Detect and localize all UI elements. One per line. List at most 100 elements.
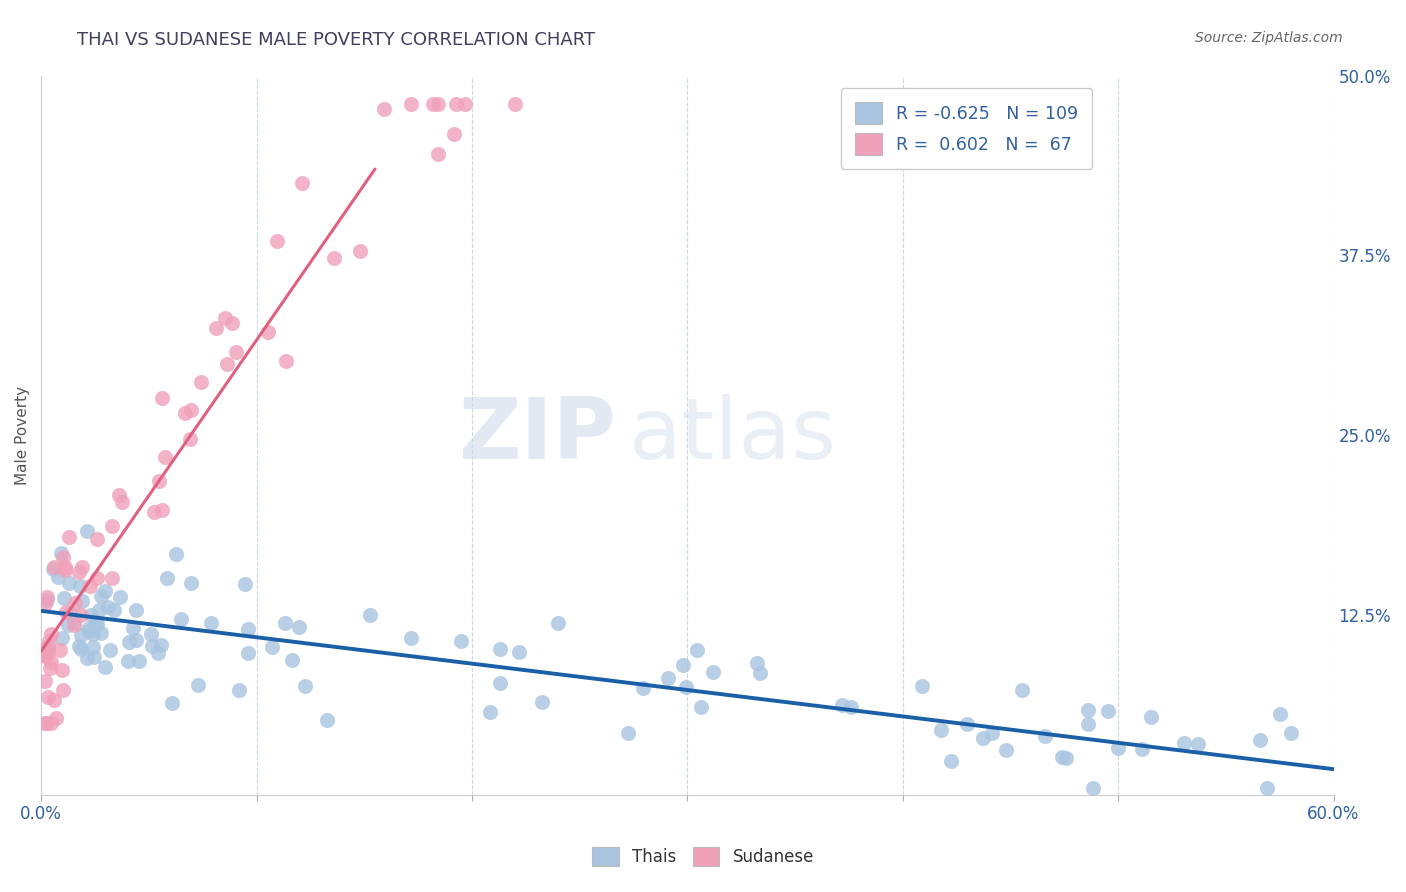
Point — [53, 560, 76, 574]
Legend: Thais, Sudanese: Thais, Sudanese — [585, 840, 821, 873]
Point — [38, 633, 60, 648]
Point — [35, 641, 58, 656]
Point — [141, 639, 163, 653]
Point — [34, 649, 56, 664]
Point — [150, 391, 173, 405]
Point — [39, 627, 62, 641]
Point — [70, 607, 93, 622]
Point — [939, 754, 962, 768]
Point — [39, 716, 62, 731]
Point — [90, 589, 112, 603]
Point — [53, 562, 76, 576]
Point — [148, 474, 170, 488]
Point — [94, 659, 117, 673]
Point — [294, 679, 316, 693]
Point — [200, 616, 222, 631]
Point — [77, 622, 100, 636]
Point — [690, 699, 713, 714]
Point — [373, 102, 395, 116]
Point — [117, 655, 139, 669]
Point — [981, 726, 1004, 740]
Point — [51, 664, 73, 678]
Point — [63, 617, 86, 632]
Point — [39, 656, 62, 670]
Point — [236, 622, 259, 636]
Point — [174, 406, 197, 420]
Point — [1139, 709, 1161, 723]
Point — [70, 628, 93, 642]
Point — [190, 376, 212, 390]
Point — [281, 653, 304, 667]
Point — [972, 731, 994, 746]
Point — [323, 252, 346, 266]
Point — [672, 658, 695, 673]
Point — [37, 642, 59, 657]
Point — [702, 665, 724, 679]
Point — [122, 622, 145, 636]
Point — [98, 643, 121, 657]
Point — [399, 631, 422, 645]
Point — [86, 617, 108, 632]
Point — [37, 690, 59, 704]
Point — [59, 607, 82, 621]
Point — [1050, 750, 1073, 764]
Point — [79, 579, 101, 593]
Point — [35, 592, 58, 607]
Point — [97, 600, 120, 615]
Point — [45, 711, 67, 725]
Point — [427, 97, 450, 112]
Point — [108, 590, 131, 604]
Point — [86, 532, 108, 546]
Point — [125, 633, 148, 648]
Point — [34, 647, 56, 661]
Point — [530, 695, 553, 709]
Point — [58, 530, 80, 544]
Point — [94, 584, 117, 599]
Point — [56, 618, 79, 632]
Point — [1054, 751, 1077, 765]
Point — [49, 546, 72, 560]
Point — [1268, 706, 1291, 721]
Point — [657, 671, 679, 685]
Point — [52, 550, 75, 565]
Point — [32, 648, 55, 662]
Point — [34, 597, 56, 611]
Point — [70, 560, 93, 574]
Point — [49, 642, 72, 657]
Point — [488, 675, 510, 690]
Point — [101, 570, 124, 584]
Point — [89, 603, 111, 617]
Point — [125, 603, 148, 617]
Point — [146, 646, 169, 660]
Point — [1279, 726, 1302, 740]
Point — [225, 345, 247, 359]
Point — [84, 616, 107, 631]
Point — [266, 234, 288, 248]
Point — [46, 570, 69, 584]
Point — [233, 577, 256, 591]
Point — [444, 97, 467, 112]
Point — [260, 640, 283, 655]
Point — [52, 682, 75, 697]
Point — [503, 97, 526, 112]
Point — [34, 716, 56, 731]
Point — [65, 596, 87, 610]
Point — [149, 638, 172, 652]
Point — [67, 639, 90, 653]
Point — [488, 642, 510, 657]
Text: atlas: atlas — [628, 393, 837, 477]
Point — [288, 620, 311, 634]
Point — [139, 627, 162, 641]
Point — [80, 607, 103, 622]
Point — [274, 354, 297, 368]
Point — [349, 244, 371, 259]
Point — [675, 680, 697, 694]
Point — [1081, 780, 1104, 795]
Point — [111, 495, 134, 509]
Point — [316, 713, 339, 727]
Point — [69, 579, 91, 593]
Point — [686, 643, 709, 657]
Point — [422, 97, 444, 112]
Point — [35, 716, 58, 731]
Point — [1256, 780, 1278, 795]
